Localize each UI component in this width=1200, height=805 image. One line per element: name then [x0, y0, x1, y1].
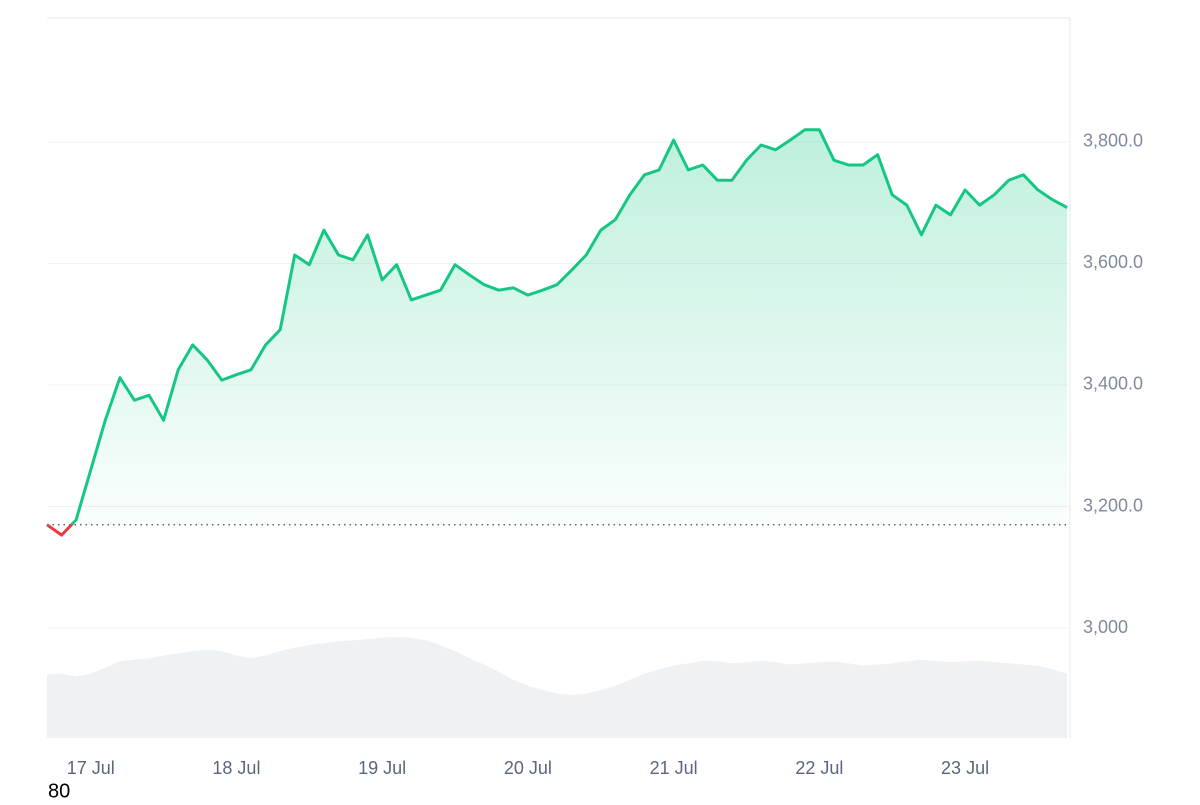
- x-tick-label: 20 Jul: [504, 758, 552, 778]
- x-tick-label: 17 Jul: [67, 758, 115, 778]
- y-tick-label: 3,200.0: [1083, 495, 1143, 515]
- x-tick-label: 19 Jul: [358, 758, 406, 778]
- y-tick-label: 3,800.0: [1083, 131, 1143, 151]
- x-tick-label: 23 Jul: [941, 758, 989, 778]
- y-tick-label: 3,000: [1083, 617, 1128, 637]
- volume-area: [47, 637, 1068, 738]
- price-line: [46, 128, 1068, 537]
- x-tick-label: 21 Jul: [650, 758, 698, 778]
- annotation: 80: [48, 780, 70, 800]
- price-area: [47, 129, 1068, 525]
- y-tick-label: 3,600.0: [1083, 252, 1143, 272]
- x-tick-label: 18 Jul: [212, 758, 260, 778]
- x-tick-label: 22 Jul: [795, 758, 843, 778]
- y-tick-label: 3,400.0: [1083, 374, 1143, 394]
